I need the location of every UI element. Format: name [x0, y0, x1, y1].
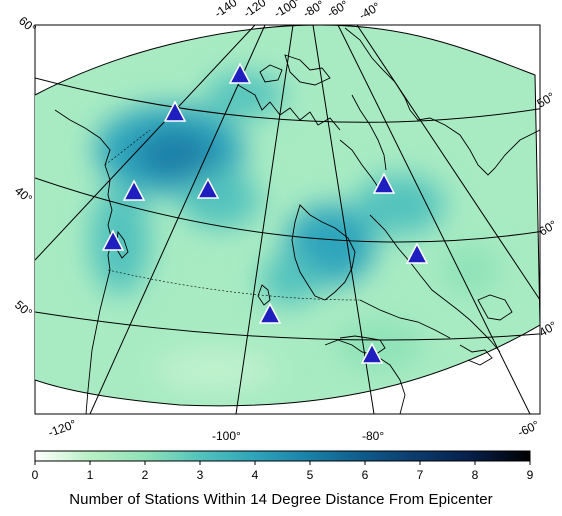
meridian-label: -140° — [212, 0, 244, 20]
station-marker — [228, 62, 252, 84]
station-marker — [258, 302, 282, 324]
meridian-minus120-left — [89, 25, 266, 414]
colorbar-label: Number of Stations Within 14 Degree Dist… — [69, 491, 493, 508]
meridian-label: -100° — [212, 429, 241, 443]
south-island — [257, 284, 271, 306]
colorbar-tick-label: 5 — [307, 468, 314, 482]
parallel-label: 40° — [12, 184, 35, 207]
us-coast — [374, 354, 406, 414]
baffin — [339, 139, 381, 191]
density-field — [35, 25, 540, 406]
arctic-islands-3 — [259, 64, 283, 83]
newfoundland — [477, 294, 513, 321]
canada-us-border — [107, 269, 361, 301]
station-marker — [163, 100, 187, 122]
station-marker — [196, 177, 220, 199]
station-marker — [372, 172, 396, 194]
arctic-islands — [237, 84, 341, 131]
stations — [101, 62, 429, 364]
borders — [104, 129, 361, 301]
colorbar-tick-label: 7 — [417, 468, 424, 482]
coastlines — [54, 27, 540, 414]
st-lawrence — [359, 299, 451, 339]
meridian-label: -60° — [515, 418, 541, 440]
meridian-label: -40° — [357, 0, 383, 23]
meridian-label: -120° — [46, 417, 78, 440]
colorbar-tick-label: 8 — [472, 468, 479, 482]
colorbar: 0 1 2 3 4 5 6 7 8 9 — [32, 450, 534, 482]
meridian-label: -120° — [241, 0, 273, 20]
parallel-50 — [35, 177, 540, 243]
station-marker — [405, 242, 429, 264]
colorbar-tick-label: 6 — [362, 468, 369, 482]
station-marker — [360, 342, 384, 364]
hudson-bay — [291, 204, 356, 301]
greenland-coast — [344, 27, 540, 176]
arctic-islands-2 — [284, 54, 331, 86]
meridian-label: -80° — [301, 0, 327, 21]
alaska-border — [104, 129, 151, 166]
colorbar-tick-label: 3 — [197, 468, 204, 482]
meridian-label: -100° — [272, 0, 304, 21]
colorbar-tick-label: 4 — [252, 468, 259, 482]
pacific-coast — [85, 239, 113, 414]
parallel-60 — [35, 77, 540, 123]
sector-outline — [35, 25, 540, 407]
colorbar-ramp — [34, 450, 531, 462]
greenland-west-coast — [351, 94, 387, 171]
meridian-minus140 — [35, 25, 256, 261]
colorbar-tick-label: 9 — [527, 468, 534, 482]
station-marker — [101, 229, 125, 251]
colorbar-tick-label: 0 — [32, 468, 39, 482]
colorbar-ticks: 0 1 2 3 4 5 6 7 8 9 — [32, 461, 534, 482]
colorbar-tick-label: 2 — [142, 468, 149, 482]
meridian-minus80 — [312, 25, 375, 414]
meridian-minus40 — [356, 25, 540, 301]
meridian-minus100 — [235, 25, 294, 414]
great-lakes — [324, 335, 386, 356]
nova-scotia — [459, 344, 493, 366]
station-marker — [122, 179, 146, 201]
meridian-label: -60° — [325, 0, 351, 21]
parallel-label: 50° — [12, 298, 35, 321]
meridian-label: -80° — [362, 429, 384, 443]
labrador-coast — [369, 214, 501, 353]
colorbar-tick-label: 1 — [87, 468, 94, 482]
